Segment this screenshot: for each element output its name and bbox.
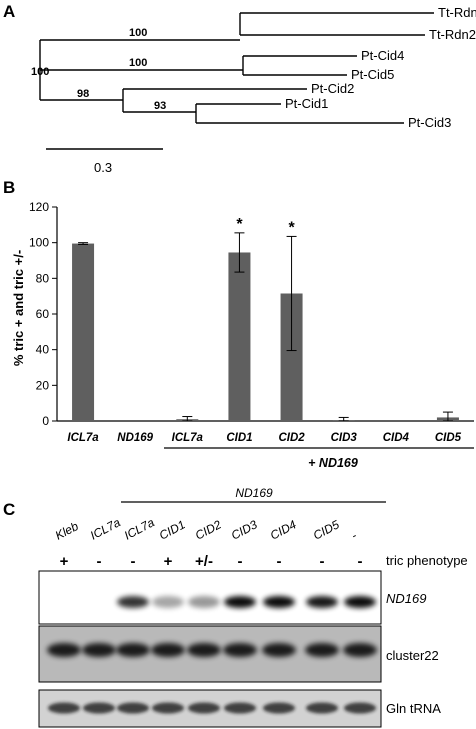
taxon-label: Tt-Rdn2 [429,27,476,42]
taxon-label: Pt-Cid5 [351,67,394,82]
taxon-label: Pt-Cid1 [285,96,328,111]
blot-band [187,643,221,657]
bar [228,252,251,421]
phenotype-mark: - [97,553,102,570]
category-label: ICL7a [67,432,99,444]
lane-label: Kleb [53,519,81,543]
significance-mark: * [288,219,295,236]
category-label: CID2 [278,432,305,444]
blot-band [83,702,115,714]
blot-band [152,596,184,608]
category-label: CID3 [331,432,358,444]
phenotype-mark: + [60,553,69,570]
y-tick-label: 80 [36,271,50,285]
significance-mark: * [236,216,243,233]
y-tick-label: 100 [29,236,49,250]
blot-band [82,643,116,657]
y-tick-label: 40 [36,343,50,357]
panel-b-chart: B % tric + and tric +/- 020406080100120 … [3,178,474,470]
blot-band [263,596,295,608]
lane-label: CID4 [268,517,299,542]
lane-label: CID2 [193,517,224,542]
group-label: + ND169 [308,456,358,470]
blot-band [344,596,376,608]
category-label: ND169 [117,432,153,444]
lane-labels: Kleb ICL7a ICL7a CID1 CID2 CID3 CID4 CID5- [53,515,359,543]
blot-band [48,702,80,714]
bootstrap-value: 93 [154,100,166,112]
y-axis-label: % tric + and tric +/- [11,250,26,366]
panel-c-label: C [3,500,15,519]
blot-band [263,702,295,714]
lane-label: ICL7a [88,515,123,543]
phenotype-mark: + [164,553,173,570]
bootstrap-value: 98 [77,88,89,100]
phenotype-mark: - [277,553,282,570]
scale-bar-label: 0.3 [94,160,112,175]
y-tick-label: 120 [29,200,49,214]
y-ticks: 0 20 40 60 80 100 120 [29,200,57,428]
blot-band [116,643,150,657]
phenotype-mark: - [320,553,325,570]
category-label: CID5 [435,432,462,444]
bootstrap-value: 100 [129,57,147,69]
taxon-label: Tt-Rdn1 [438,5,476,20]
blot-band [117,702,149,714]
taxon-label: Pt-Cid2 [311,81,354,96]
taxon-label: Pt-Cid3 [408,115,451,130]
category-label: ICL7a [172,432,204,444]
y-tick-label: 0 [42,414,49,428]
phenotype-label: tric phenotype [386,553,468,568]
category-label: CID1 [226,432,252,444]
lane-label: - [349,528,359,542]
category-label: CID4 [383,432,410,444]
taxon-label: Pt-Cid4 [361,48,404,63]
bar [280,293,303,421]
blot-band [344,702,376,714]
blot-band [151,643,185,657]
bar [72,243,95,421]
blot-band [117,596,149,608]
phenotype-mark: - [131,553,136,570]
y-tick-label: 20 [36,378,50,392]
lane-label: CID3 [229,517,260,542]
blot-band [305,643,339,657]
blot-band [306,702,338,714]
blot-row-label: ND169 [386,591,426,606]
blot-band [306,596,338,608]
blot-band [188,702,220,714]
bars: * * [72,216,459,422]
blot-band [224,702,256,714]
lane-label: CID5 [311,517,342,542]
phenotype-mark: - [358,553,363,570]
phenotype-mark: - [238,553,243,570]
blot-band [47,643,81,657]
blot-row-label: cluster22 [386,648,439,663]
blot-band [188,596,220,608]
panel-a-label: A [3,2,15,21]
category-labels: ICL7a ND169 ICL7a CID1 CID2 CID3 CID4 CID5 [67,432,461,444]
panel-a-tree: A Tt-Rdn1 Tt-Rdn2 Pt-Cid4 Pt-Cid5 Pt-Cid… [3,2,476,175]
blot-cluster22 [38,625,382,683]
phenotype-mark: +/- [195,553,213,570]
bootstrap-value: 100 [129,27,147,39]
panel-b-label: B [3,178,15,197]
blot-band [224,596,256,608]
bootstrap-value: 100 [31,66,49,78]
blot-band [343,643,377,657]
tree-branches [39,12,434,124]
blot-band [223,643,257,657]
blot-band [262,643,296,657]
blot-row-label: Gln tRNA [386,701,441,716]
blot-nd169 [38,570,382,625]
lane-label: ICL7a [122,515,157,543]
blot-band [152,702,184,714]
phenotype-row: + - - + +/- - - - - [60,553,363,570]
y-tick-label: 60 [36,307,50,321]
header-label: ND169 [235,486,273,500]
blot-gln-trna [38,689,382,728]
lane-label: CID1 [157,517,188,542]
